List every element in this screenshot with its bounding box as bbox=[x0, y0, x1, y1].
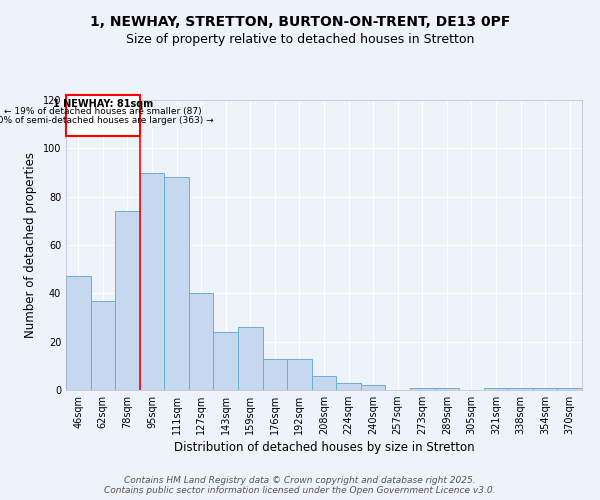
Bar bbox=[410, 388, 434, 390]
Bar bbox=[557, 388, 582, 390]
Bar bbox=[140, 172, 164, 390]
Text: 1 NEWHAY: 81sqm: 1 NEWHAY: 81sqm bbox=[53, 99, 153, 109]
Bar bbox=[238, 327, 263, 390]
Bar bbox=[164, 178, 189, 390]
Bar bbox=[484, 388, 508, 390]
Bar bbox=[214, 332, 238, 390]
Bar bbox=[66, 276, 91, 390]
Bar bbox=[312, 376, 336, 390]
Bar bbox=[115, 211, 140, 390]
Bar bbox=[336, 383, 361, 390]
Y-axis label: Number of detached properties: Number of detached properties bbox=[24, 152, 37, 338]
X-axis label: Distribution of detached houses by size in Stretton: Distribution of detached houses by size … bbox=[173, 442, 475, 454]
Text: Size of property relative to detached houses in Stretton: Size of property relative to detached ho… bbox=[126, 32, 474, 46]
Bar bbox=[189, 294, 214, 390]
Bar bbox=[91, 300, 115, 390]
Bar bbox=[287, 358, 312, 390]
Bar bbox=[263, 358, 287, 390]
Bar bbox=[361, 385, 385, 390]
Text: Contains HM Land Registry data © Crown copyright and database right 2025.
Contai: Contains HM Land Registry data © Crown c… bbox=[104, 476, 496, 495]
Text: 1, NEWHAY, STRETTON, BURTON-ON-TRENT, DE13 0PF: 1, NEWHAY, STRETTON, BURTON-ON-TRENT, DE… bbox=[90, 15, 510, 29]
Bar bbox=[434, 388, 459, 390]
Text: 80% of semi-detached houses are larger (363) →: 80% of semi-detached houses are larger (… bbox=[0, 116, 214, 124]
Bar bbox=[508, 388, 533, 390]
Text: ← 19% of detached houses are smaller (87): ← 19% of detached houses are smaller (87… bbox=[4, 108, 202, 116]
Bar bbox=[533, 388, 557, 390]
Bar bbox=[66, 95, 140, 136]
